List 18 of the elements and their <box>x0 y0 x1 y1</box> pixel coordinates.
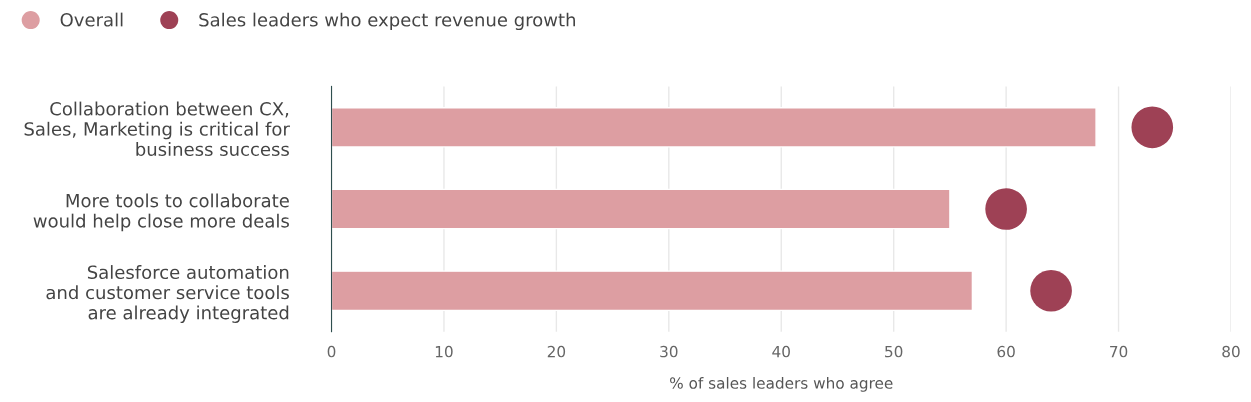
x-tick-label: 50 <box>885 345 903 358</box>
x-tick-label: 40 <box>772 345 790 358</box>
x-axis-title: % of sales leaders who agree <box>670 376 893 392</box>
bar <box>331 270 974 312</box>
y-tick-label: Collaboration between CX, Sales, Marketing is critical for business success <box>24 101 290 157</box>
bar <box>331 188 951 230</box>
x-tick-label: 0 <box>327 345 336 358</box>
bar <box>331 106 1097 148</box>
y-tick-label: More tools to collaborate would help close more deals <box>33 193 289 232</box>
legend-label: Sales leaders who expect revenue growth <box>199 12 575 31</box>
x-tick-label: 60 <box>997 345 1015 358</box>
x-tick-label: 30 <box>660 345 678 358</box>
legend-label: Overall <box>60 12 123 27</box>
x-tick-label: 80 <box>1222 345 1240 358</box>
y-tick-label: Salesforce automation and customer service tools are already integrated <box>46 265 289 323</box>
x-tick-label: 20 <box>547 345 566 358</box>
x-tick-label: 70 <box>1110 345 1128 358</box>
x-tick-label: 10 <box>435 345 453 358</box>
